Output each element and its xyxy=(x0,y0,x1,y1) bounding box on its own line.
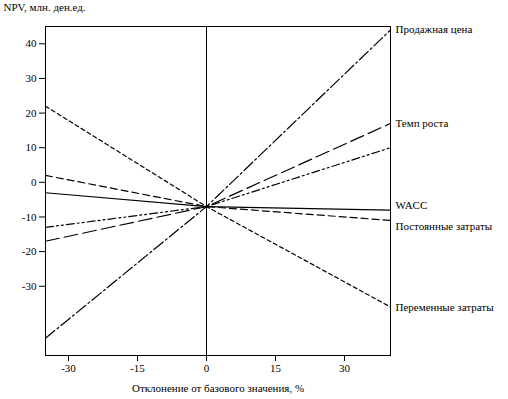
svg-text:15: 15 xyxy=(270,362,282,374)
svg-text:Постоянные затраты: Постоянные затраты xyxy=(396,220,493,232)
svg-text:-30: -30 xyxy=(61,362,76,374)
svg-text:0: 0 xyxy=(204,362,210,374)
svg-text:0: 0 xyxy=(31,176,37,188)
svg-text:Отклонение от базового значени: Отклонение от базового значения, % xyxy=(132,382,304,394)
svg-text:30: 30 xyxy=(339,362,351,374)
svg-text:-10: -10 xyxy=(22,210,37,222)
svg-text:WACC: WACC xyxy=(396,199,428,211)
svg-text:Темп роста: Темп роста xyxy=(396,117,449,129)
svg-text:30: 30 xyxy=(26,72,38,84)
svg-text:40: 40 xyxy=(26,37,38,49)
svg-text:Переменные затраты: Переменные затраты xyxy=(396,301,495,313)
svg-text:-20: -20 xyxy=(22,245,37,257)
svg-text:Продажная цена: Продажная цена xyxy=(396,23,473,35)
svg-text:-30: -30 xyxy=(22,280,37,292)
svg-text:-15: -15 xyxy=(130,362,145,374)
svg-text:10: 10 xyxy=(26,141,38,153)
svg-text:NPV, млн. ден.ед.: NPV, млн. ден.ед. xyxy=(4,1,86,13)
svg-text:20: 20 xyxy=(26,107,38,119)
